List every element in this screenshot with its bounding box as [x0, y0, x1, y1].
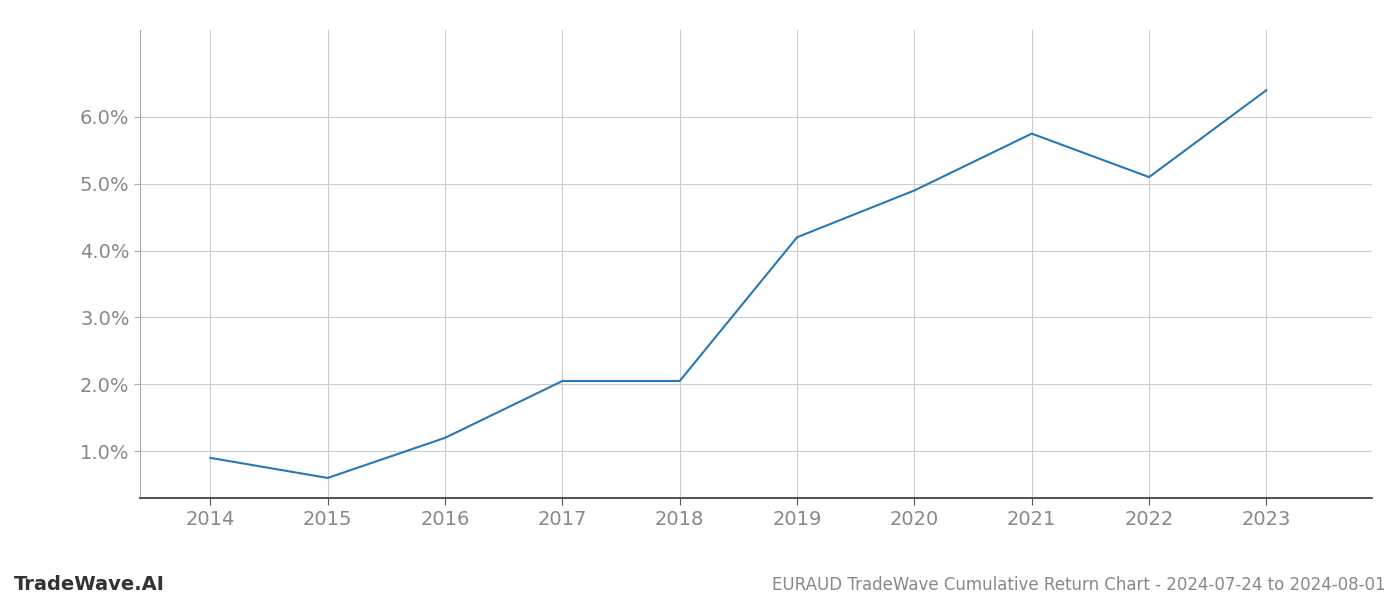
Text: TradeWave.AI: TradeWave.AI [14, 575, 165, 594]
Text: EURAUD TradeWave Cumulative Return Chart - 2024-07-24 to 2024-08-01: EURAUD TradeWave Cumulative Return Chart… [773, 576, 1386, 594]
